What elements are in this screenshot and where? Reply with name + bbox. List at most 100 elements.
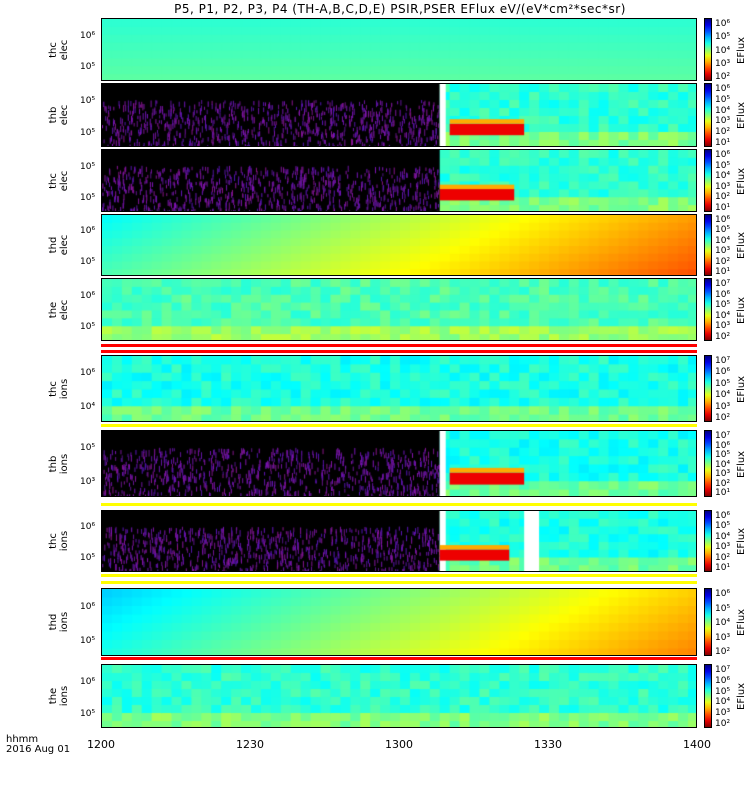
y-tick-label: 10³ [80, 476, 96, 487]
colorbar-tick-label: 10² [715, 127, 731, 138]
panel-ylabel: thc ions [48, 530, 70, 552]
colorbar [704, 664, 712, 728]
spectrogram-panel [101, 18, 697, 81]
colorbar [704, 510, 712, 572]
colorbar-tick-label: 10⁵ [715, 300, 731, 311]
colorbar-tick-label: 10² [715, 413, 731, 423]
flag-bar [101, 350, 697, 353]
colorbar-title: EFlux [736, 296, 747, 324]
spectrogram-heatmap [102, 665, 696, 727]
colorbar-tick-label: 10⁵ [715, 378, 731, 389]
colorbar-tick-label: 10⁷ [715, 665, 731, 675]
spectrogram-panel [101, 355, 697, 422]
colorbar-tick-label: 10³ [715, 116, 731, 127]
y-tick-label: 10⁶ [80, 226, 96, 237]
colorbar-title: EFlux [736, 167, 747, 195]
colorbar-tick-label: 10³ [715, 708, 731, 719]
y-tick-label: 10⁶ [80, 676, 96, 687]
panel-ylabel: the ions [48, 685, 70, 707]
colorbar-tick-label: 10⁶ [715, 84, 731, 94]
colorbar-tick-label: 10¹ [715, 563, 731, 573]
colorbar-title: EFlux [736, 231, 747, 259]
colorbar-title: EFlux [736, 527, 747, 555]
spectrogram-panel [101, 83, 697, 147]
colorbar-tick-label: 10⁷ [715, 279, 731, 289]
x-axis: hhmm 2016 Aug 01 1200 1230 1300 1330 1400 [0, 730, 750, 790]
y-tick-label: 10⁵ [80, 257, 96, 268]
x-tick-label: 1200 [87, 738, 115, 751]
colorbar-tick-label: 10⁷ [715, 431, 731, 441]
y-tick-label: 10⁴ [80, 401, 96, 412]
colorbar-tick-label: 10⁶ [715, 215, 731, 225]
chart-title: P5, P1, P2, P3, P4 (TH-A,B,C,D,E) PSIR,P… [174, 2, 626, 16]
colorbar [704, 588, 712, 656]
panel-ylabel: thd elec [48, 234, 70, 256]
spectrogram-panel [101, 149, 697, 212]
colorbar-tick-label: 10⁵ [715, 94, 731, 105]
colorbar-tick-label: 10² [715, 192, 731, 203]
y-tick-label: 10⁵ [80, 62, 96, 73]
colorbar [704, 214, 712, 276]
colorbar-tick-label: 10³ [715, 181, 731, 192]
spectrogram-panel [101, 510, 697, 572]
panel-ylabel: thc ions [48, 378, 70, 399]
y-tick-label: 10⁶ [80, 522, 96, 533]
spectrogram-heatmap [102, 150, 696, 211]
spectrogram-heatmap [102, 589, 696, 655]
colorbar-tick-label: 10⁴ [715, 618, 731, 628]
colorbar-tick-label: 10⁷ [715, 356, 731, 366]
spectrogram-heatmap [102, 431, 696, 496]
colorbar-tick-label: 10⁶ [715, 289, 731, 300]
colorbar-tick-label: 10⁶ [715, 675, 731, 686]
y-tick-label: 10⁵ [80, 322, 96, 333]
colorbar-tick-label: 10² [715, 478, 731, 489]
colorbar-tick-label: 10⁴ [715, 171, 731, 182]
colorbar-tick-label: 10⁶ [715, 367, 731, 378]
colorbar [704, 83, 712, 147]
y-tick-label: 10⁵ [80, 127, 96, 138]
colorbar-tick-label: 10³ [715, 321, 731, 332]
spectrogram-heatmap [102, 356, 696, 421]
flag-bar [101, 424, 697, 427]
flag-bar [101, 574, 697, 577]
colorbar-tick-label: 10³ [715, 542, 731, 553]
spectrogram-heatmap [102, 215, 696, 275]
x-tick-label: 1400 [683, 738, 711, 751]
colorbar-tick-label: 10¹ [715, 138, 731, 148]
colorbar-tick-label: 10² [715, 552, 731, 563]
spectrogram-panel [101, 588, 697, 656]
colorbar [704, 18, 712, 81]
colorbar-tick-label: 10⁴ [715, 105, 731, 116]
colorbar-title: EFlux [736, 682, 747, 710]
colorbar-tick-label: 10⁶ [715, 589, 731, 599]
flag-bar [101, 657, 697, 660]
colorbar-tick-label: 10⁵ [715, 32, 731, 43]
colorbar-tick-label: 10⁵ [715, 450, 731, 460]
y-tick-label: 10⁵ [80, 193, 96, 204]
x-axis-label-date: 2016 Aug 01 [6, 744, 71, 755]
colorbar-tick-label: 10⁵ [715, 686, 731, 697]
colorbar-title: EFlux [736, 101, 747, 129]
y-tick-label: 10⁵ [80, 708, 96, 719]
colorbar-title: EFlux [736, 36, 747, 64]
colorbar-tick-label: 10⁴ [715, 459, 731, 470]
x-axis-label-hhmm: hhmm [6, 734, 39, 745]
colorbar-tick-label: 10⁴ [715, 45, 731, 56]
colorbar [704, 149, 712, 212]
panel-ylabel: thd ions [48, 611, 70, 633]
colorbar-tick-label: 10⁴ [715, 235, 731, 246]
panel-ylabel: thb ions [48, 453, 70, 474]
spectrogram-panel [101, 430, 697, 497]
colorbar-title: EFlux [736, 608, 747, 636]
colorbar-tick-label: 10³ [715, 632, 731, 643]
flag-bar [101, 581, 697, 584]
panel-ylabel: thc elec [48, 39, 70, 60]
panel-ylabel: the elec [48, 299, 70, 320]
colorbar-tick-label: 10⁵ [715, 225, 731, 236]
colorbar-tick-label: 10³ [715, 246, 731, 257]
colorbar-tick-label: 10³ [715, 58, 731, 69]
x-tick-label: 1300 [385, 738, 413, 751]
colorbar-tick-label: 10⁶ [715, 19, 731, 29]
spectrogram-panel [101, 664, 697, 728]
